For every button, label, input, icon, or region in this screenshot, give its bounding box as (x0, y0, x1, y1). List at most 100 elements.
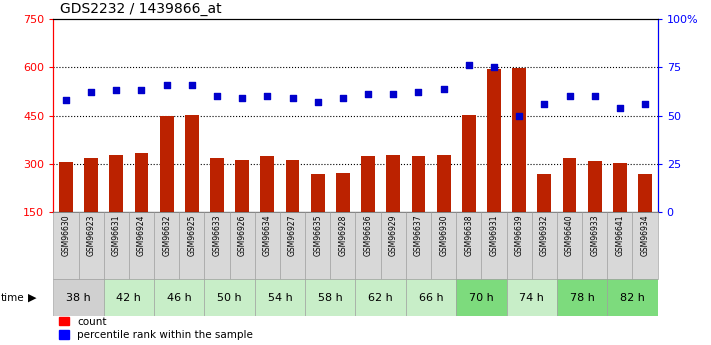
FancyBboxPatch shape (356, 212, 380, 279)
FancyBboxPatch shape (456, 279, 506, 316)
Bar (336, 173, 350, 212)
FancyBboxPatch shape (104, 279, 154, 316)
Bar (109, 155, 123, 212)
Bar (462, 115, 476, 212)
Bar (386, 155, 400, 212)
Text: time: time (1, 293, 24, 303)
FancyBboxPatch shape (406, 279, 456, 316)
Point (363, 91, 374, 97)
Bar (185, 115, 199, 212)
FancyBboxPatch shape (557, 212, 582, 279)
Text: GSM96926: GSM96926 (237, 214, 247, 256)
Bar (134, 153, 149, 212)
Text: GSM96930: GSM96930 (439, 214, 448, 256)
Bar (311, 174, 325, 212)
Point (513, 113, 525, 118)
FancyBboxPatch shape (104, 212, 129, 279)
Point (438, 86, 449, 91)
FancyBboxPatch shape (53, 212, 78, 279)
FancyBboxPatch shape (633, 212, 658, 279)
Text: GSM96638: GSM96638 (464, 214, 474, 256)
Bar (437, 155, 451, 212)
FancyBboxPatch shape (154, 212, 179, 279)
Text: 50 h: 50 h (218, 293, 242, 303)
Text: GSM96630: GSM96630 (61, 214, 70, 256)
Text: GSM96639: GSM96639 (515, 214, 524, 256)
FancyBboxPatch shape (406, 212, 431, 279)
Text: GSM96636: GSM96636 (363, 214, 373, 256)
FancyBboxPatch shape (582, 212, 607, 279)
Point (614, 105, 626, 111)
Bar (538, 174, 551, 212)
FancyBboxPatch shape (607, 279, 658, 316)
Text: GSM96641: GSM96641 (616, 214, 624, 256)
Text: GSM96933: GSM96933 (590, 214, 599, 256)
Point (186, 82, 198, 87)
FancyBboxPatch shape (305, 279, 356, 316)
Text: ▶: ▶ (28, 293, 36, 303)
Bar (613, 163, 627, 212)
Text: 58 h: 58 h (318, 293, 343, 303)
Text: GSM96928: GSM96928 (338, 214, 348, 256)
Text: 54 h: 54 h (267, 293, 292, 303)
FancyBboxPatch shape (205, 279, 255, 316)
Bar (210, 158, 224, 212)
Text: GSM96927: GSM96927 (288, 214, 297, 256)
FancyBboxPatch shape (380, 212, 406, 279)
Text: GSM96923: GSM96923 (87, 214, 95, 256)
Bar (286, 160, 299, 212)
FancyBboxPatch shape (255, 279, 305, 316)
Point (136, 88, 147, 93)
Text: GSM96632: GSM96632 (162, 214, 171, 256)
Text: GSM96633: GSM96633 (213, 214, 222, 256)
Bar (84, 158, 98, 212)
Bar (361, 157, 375, 212)
Text: GSM96637: GSM96637 (414, 214, 423, 256)
Point (387, 91, 399, 97)
Text: GSM96924: GSM96924 (137, 214, 146, 256)
Bar (487, 69, 501, 212)
FancyBboxPatch shape (179, 212, 205, 279)
Point (211, 93, 223, 99)
Point (589, 93, 600, 99)
Text: GSM96631: GSM96631 (112, 214, 121, 256)
Bar (588, 161, 602, 212)
FancyBboxPatch shape (506, 212, 532, 279)
Text: 42 h: 42 h (117, 293, 141, 303)
FancyBboxPatch shape (356, 279, 406, 316)
Point (639, 101, 651, 107)
Text: 38 h: 38 h (66, 293, 91, 303)
FancyBboxPatch shape (205, 212, 230, 279)
Bar (235, 160, 249, 212)
FancyBboxPatch shape (506, 279, 557, 316)
Point (564, 93, 575, 99)
Bar (260, 157, 274, 212)
Bar (59, 162, 73, 212)
Bar (412, 156, 425, 212)
Text: GSM96934: GSM96934 (641, 214, 650, 256)
Text: GDS2232 / 1439866_at: GDS2232 / 1439866_at (60, 1, 222, 16)
Point (413, 90, 424, 95)
Bar (562, 158, 577, 212)
Text: 66 h: 66 h (419, 293, 444, 303)
Text: GSM96931: GSM96931 (489, 214, 498, 256)
FancyBboxPatch shape (53, 279, 104, 316)
Text: 62 h: 62 h (368, 293, 393, 303)
Text: GSM96635: GSM96635 (314, 214, 322, 256)
FancyBboxPatch shape (431, 212, 456, 279)
Point (488, 65, 500, 70)
Text: GSM96640: GSM96640 (565, 214, 574, 256)
Point (337, 96, 348, 101)
Point (237, 96, 248, 101)
Bar (160, 116, 173, 212)
Point (60, 97, 72, 103)
Point (287, 96, 298, 101)
Text: 70 h: 70 h (469, 293, 493, 303)
Point (111, 88, 122, 93)
FancyBboxPatch shape (456, 212, 481, 279)
Text: 46 h: 46 h (167, 293, 191, 303)
Text: GSM96634: GSM96634 (263, 214, 272, 256)
FancyBboxPatch shape (557, 279, 607, 316)
FancyBboxPatch shape (607, 212, 633, 279)
FancyBboxPatch shape (305, 212, 331, 279)
